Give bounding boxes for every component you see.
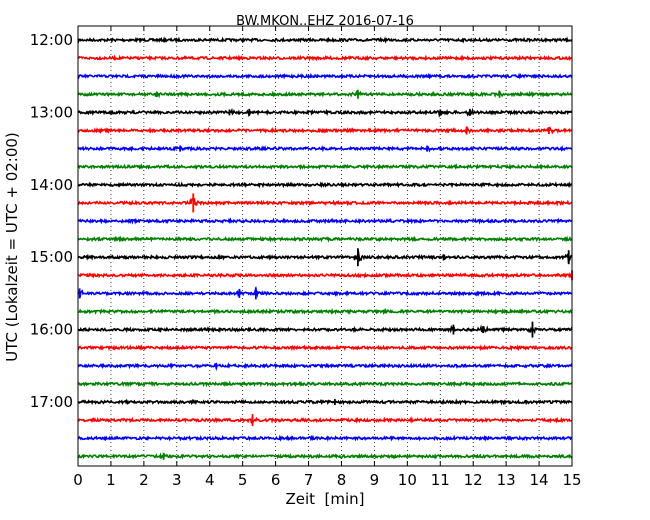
- trace-line: [77, 271, 573, 279]
- traces: [77, 36, 573, 460]
- trace-line: [77, 126, 573, 135]
- grid: [110, 26, 540, 466]
- trace-line: [77, 197, 573, 207]
- chart-title: BW.MKON..EHZ 2016-07-16: [236, 14, 414, 29]
- x-tick-label: 7: [304, 471, 314, 489]
- trace-13:45: [77, 163, 573, 171]
- trace-17:15: [77, 414, 573, 427]
- trace-15:30: [77, 285, 573, 300]
- trace-line: [77, 217, 573, 225]
- x-tick-label: 15: [562, 471, 581, 489]
- trace-line: [77, 163, 573, 171]
- trace-17:30: [77, 434, 573, 442]
- trace-line: [77, 89, 573, 99]
- trace-13:15: [77, 126, 573, 135]
- trace-line: [77, 344, 573, 352]
- trace-line: [77, 398, 573, 406]
- x-tick-label: 6: [271, 471, 281, 489]
- x-tick-label: 14: [530, 471, 549, 489]
- trace-16:30: [77, 362, 573, 372]
- trace-17:45: [77, 452, 573, 460]
- y-tick-label: 12:00: [30, 31, 73, 49]
- trace-16:15: [77, 344, 573, 352]
- x-tick-label: 13: [497, 471, 516, 489]
- x-tick-label: 12: [464, 471, 483, 489]
- trace-16:00: [77, 321, 573, 338]
- trace-14:30: [77, 217, 573, 225]
- trace-line: [77, 285, 573, 298]
- x-tick-label: 0: [73, 471, 83, 489]
- x-tick-label: 9: [370, 471, 380, 489]
- trace-line: [77, 36, 573, 44]
- trace-16:45: [77, 380, 573, 388]
- x-tick-label: 10: [398, 471, 417, 489]
- x-tick-label: 11: [431, 471, 450, 489]
- x-tick-label: 3: [172, 471, 182, 489]
- y-tick-label: 15:00: [30, 248, 73, 266]
- x-axis-label: Zeit [min]: [285, 490, 364, 508]
- trace-12:45: [77, 89, 573, 99]
- trace-line: [77, 380, 573, 388]
- trace-line: [77, 250, 573, 264]
- plot-frame: [77, 25, 573, 467]
- trace-line: [77, 72, 573, 80]
- trace-line: [77, 235, 573, 243]
- x-tick-label: 8: [337, 471, 347, 489]
- trace-14:15: [77, 193, 573, 213]
- trace-14:00: [77, 181, 573, 189]
- trace-14:45: [77, 235, 573, 243]
- trace-line: [77, 362, 573, 372]
- trace-line: [77, 144, 573, 153]
- y-axis-label: UTC (Lokalzeit = UTC + 02:00): [3, 132, 21, 362]
- trace-line: [77, 181, 573, 189]
- x-tick-label: 2: [139, 471, 149, 489]
- x-tick-label: 4: [205, 471, 215, 489]
- trace-line: [77, 324, 573, 335]
- trace-line: [77, 54, 573, 62]
- trace-17:00: [77, 398, 573, 406]
- y-tick-label: 14:00: [30, 176, 73, 194]
- trace-13:00: [77, 107, 573, 118]
- y-tick-label: 13:00: [30, 103, 73, 121]
- trace-15:15: [77, 270, 573, 281]
- trace-line: [77, 434, 573, 442]
- trace-line: [77, 307, 573, 316]
- x-tick-label: 1: [106, 471, 116, 489]
- y-axis: 12:00 13:00 14:00 15:00 16:00 17:00: [30, 31, 572, 411]
- y-tick-label: 16:00: [30, 321, 73, 339]
- trace-12:00: [77, 36, 573, 44]
- trace-line: [77, 107, 573, 118]
- trace-13:30: [77, 144, 573, 153]
- x-tick-label: 5: [238, 471, 248, 489]
- x-axis: 0 1 2 3 4 5 6 7 8 9 10 11 12 13 14 15: [73, 26, 582, 489]
- trace-15:00: [77, 248, 573, 267]
- trace-line: [77, 416, 573, 425]
- trace-15:45: [77, 307, 573, 316]
- trace-12:15: [77, 54, 573, 62]
- y-tick-label: 17:00: [30, 393, 73, 411]
- trace-12:30: [77, 72, 573, 80]
- trace-line: [77, 452, 573, 460]
